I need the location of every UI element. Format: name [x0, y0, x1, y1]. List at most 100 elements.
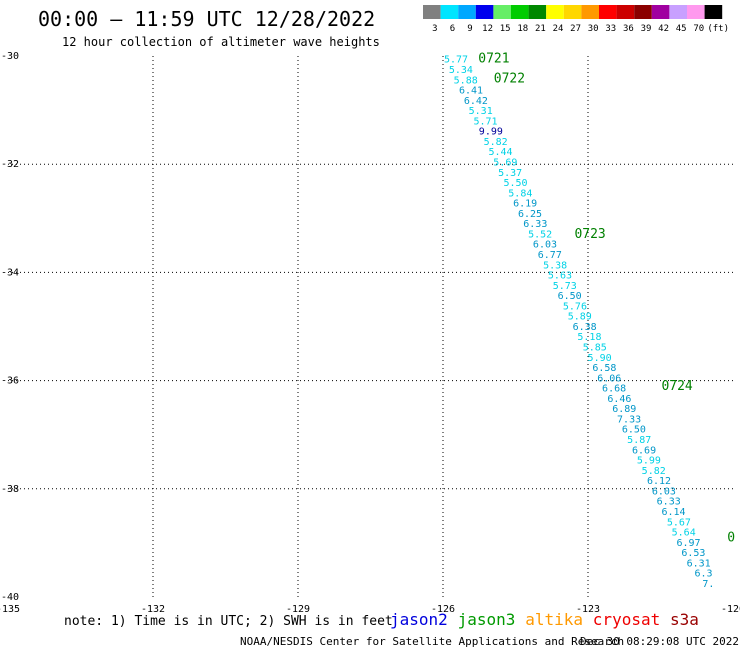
longitude-tick-label: -132 — [141, 604, 165, 615]
wave-height-value: 5.37 — [498, 168, 522, 179]
legend-swatch — [546, 5, 564, 19]
wave-height-value: 6.3 — [694, 569, 712, 580]
wave-height-value: 5.85 — [583, 343, 607, 354]
wave-height-value: 6.03 — [652, 486, 676, 497]
map-plot-area: -30-32-34-36-38-40 -135-132-129-126-123-… — [0, 51, 740, 615]
legend-label: 9 — [467, 24, 472, 34]
wave-height-value: 5.18 — [577, 332, 601, 343]
wave-height-value: 6.25 — [518, 209, 542, 220]
wave-height-value: 5.89 — [568, 312, 592, 323]
latitude-tick-label: -30 — [1, 51, 19, 62]
wave-height-value: 6.12 — [647, 476, 671, 487]
legend-swatch — [704, 5, 723, 19]
satellite-label-jason3: jason3 — [458, 610, 516, 629]
legend-swatch — [475, 5, 494, 19]
wave-height-value: 5.82 — [642, 466, 666, 477]
latitude-labels: -30 -32 -34 -36 -38 -40 — [1, 51, 19, 603]
wave-height-value: 6.97 — [676, 538, 700, 549]
satellite-label-cryosat: cryosat — [593, 610, 660, 629]
wave-height-value: 6.89 — [612, 404, 636, 415]
wave-height-value: 6.38 — [573, 322, 597, 333]
wave-height-value: 5.73 — [553, 281, 577, 292]
wave-height-value: 5.90 — [588, 353, 612, 364]
wave-height-value: 6.58 — [592, 363, 616, 374]
latitude-tick-label: -32 — [1, 159, 19, 170]
legend-swatch — [599, 5, 617, 19]
legend-swatch — [423, 5, 441, 19]
latitude-tick-label: -36 — [1, 376, 19, 387]
wave-height-value: 6.33 — [657, 497, 681, 508]
wave-height-value: 5.67 — [667, 517, 691, 528]
legend-swatch — [458, 5, 476, 19]
wave-height-value: 5.44 — [488, 147, 512, 158]
legend-label: 39 — [641, 24, 652, 34]
wave-height-value: 5.34 — [449, 65, 473, 76]
timestamp-text: Dec 30 08:29:08 UTC 2022 — [580, 635, 739, 648]
wave-height-value: 6.46 — [607, 394, 631, 405]
wave-height-value: 5.87 — [627, 435, 651, 446]
wave-height-value: 9.99 — [479, 127, 503, 138]
legend-swatch — [669, 5, 687, 19]
wave-height-value: 5.63 — [548, 271, 572, 282]
track-time-label: 0724 — [661, 379, 692, 394]
wave-height-value: 6.33 — [523, 219, 547, 230]
satellite-legend: jason2 jason3 altika cryosat s3a — [390, 610, 699, 629]
legend-swatch — [634, 5, 652, 19]
wave-height-value: 5.38 — [543, 260, 567, 271]
legend-swatch — [563, 5, 582, 19]
longitude-tick-label: -129 — [286, 604, 310, 615]
legend-swatch — [440, 5, 459, 19]
wave-height-value: 5.52 — [528, 229, 552, 240]
longitude-labels: -135 -132 -129 -126 -123 -120 — [0, 604, 740, 615]
satellite-label-s3a: s3a — [670, 610, 699, 629]
page-subtitle: 12 hour collection of altimeter wave hei… — [62, 35, 380, 49]
legend-label: 36 — [623, 24, 634, 34]
wave-height-value: 5.88 — [454, 75, 478, 86]
legend-label: 70 — [693, 24, 704, 34]
longitude-tick-label: -123 — [576, 604, 600, 615]
longitude-tick-label: -135 — [0, 604, 20, 615]
track-time-label: 0 — [727, 530, 735, 545]
wave-height-value: 5.69 — [493, 157, 517, 168]
wave-height-value: 6.69 — [632, 445, 656, 456]
latitude-tick-label: -40 — [1, 592, 19, 603]
wave-height-value: 7. — [702, 579, 714, 590]
legend-swatch — [651, 5, 670, 19]
wave-height-value: 5.64 — [672, 528, 696, 539]
wave-height-value: 6.14 — [662, 507, 686, 518]
lat-lon-grid — [8, 56, 733, 597]
satellite-label-altika: altika — [525, 610, 583, 629]
wave-height-value: 6.03 — [533, 240, 557, 251]
track-time-labels: 0721 0722 0723 0724 0 — [478, 52, 735, 546]
page-title: 00:00 – 11:59 UTC 12/28/2022 — [38, 7, 375, 31]
legend-label: 12 — [482, 24, 493, 34]
wave-height-value: 5.31 — [469, 106, 493, 117]
wave-height-value: 5.84 — [508, 188, 532, 199]
wave-height-value: 6.50 — [622, 425, 646, 436]
wave-height-value: 6.42 — [464, 96, 488, 107]
wave-height-value: 6.06 — [597, 373, 621, 384]
legend-label: 15 — [500, 24, 511, 34]
legend-swatch — [616, 5, 635, 19]
legend-swatch — [581, 5, 599, 19]
legend-label: 21 — [535, 24, 546, 34]
legend-swatch — [528, 5, 547, 19]
wave-height-value: 7.33 — [617, 414, 641, 425]
wave-height-value: 5.82 — [484, 137, 508, 148]
track-time-label: 0723 — [574, 227, 605, 242]
legend-label: 27 — [570, 24, 581, 34]
wave-height-value: 6.53 — [681, 548, 705, 559]
wave-height-color-legend: 3 6 9 12 15 18 21 24 27 30 33 36 39 42 45 70 (ft) — [423, 5, 729, 34]
legend-label: 24 — [553, 24, 564, 34]
longitude-tick-label: -120 — [721, 604, 740, 615]
legend-label: 30 — [588, 24, 599, 34]
legend-unit: (ft) — [707, 24, 729, 34]
wave-height-value: 5.76 — [563, 301, 587, 312]
wave-height-value: 6.77 — [538, 250, 562, 261]
wave-height-value: 6.19 — [513, 199, 537, 210]
latitude-tick-label: -38 — [1, 484, 19, 495]
wave-height-value: 5.50 — [503, 178, 527, 189]
footer-note: note: 1) Time is in UTC; 2) SWH is in fe… — [64, 614, 393, 629]
